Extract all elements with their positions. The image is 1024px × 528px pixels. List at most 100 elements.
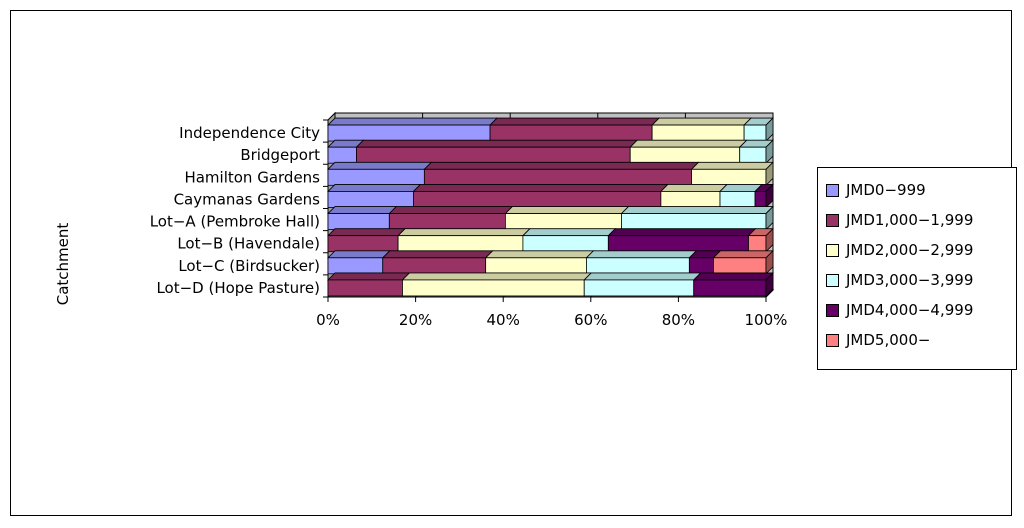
legend-item: JMD5,000− [826,329,930,351]
bar-front-face [327,279,403,297]
bar-segment [327,228,407,253]
bar-front-face [583,279,695,297]
bar-top-face [327,161,433,170]
gridline-floor [765,289,774,298]
bar-top-face [489,117,661,126]
bar-front-face [402,279,585,297]
bar-front-face [489,124,653,142]
bar-end-face [765,117,774,143]
bar-front-face [621,213,767,230]
bar-segment [327,184,422,208]
bar-front-face [688,257,714,275]
bar-front-face [327,124,491,142]
bar-front-face [327,146,357,164]
bar-segment [583,272,702,297]
bar-segment [690,161,774,186]
bar-front-face [719,191,756,208]
category-label: Bridgeport [240,146,320,164]
category-label: Lot−A (Pembroke Hall) [150,213,320,231]
bar-front-face [423,168,692,186]
category-label: Hamilton Gardens [184,168,320,186]
category-label: Lot−D (Hope Pasture) [156,279,320,297]
bar-top-face [327,250,391,259]
legend-label: JMD5,000− [846,331,931,349]
bar-segment [355,139,639,164]
bar-top-face [607,228,757,237]
legend-label: JMD4,000−4,999 [846,301,974,319]
x-tick-label: 0% [316,311,340,329]
bar-front-face [739,146,767,164]
bar-top-face [620,206,774,214]
category-label: Caymanas Gardens [174,190,321,208]
legend-swatch [826,183,839,197]
bar-segment [381,250,494,275]
bar-front-face [327,191,414,208]
bar-top-face [484,250,595,259]
legend: JMD0−999 JMD1,000−1,999 JMD2,000−2,999 JMD3… [817,167,1017,370]
bar-segment [712,250,774,275]
bar-front-face [691,168,767,186]
bar-segment [401,272,593,297]
legend-item: JMD4,000−4,999 [826,299,973,321]
bar-top-face [712,250,774,259]
bar-segment [692,272,774,297]
legend-swatch [826,333,839,347]
bar-segment [504,206,630,230]
bar-segment [412,184,669,208]
bar-front-face [607,235,749,253]
x-tick-label: 60% [574,311,607,329]
x-tick-label: 80% [662,311,695,329]
bar-front-face [413,191,662,208]
bar-front-face [356,146,631,164]
bar-front-face [485,257,587,275]
bar-segment [327,117,499,142]
legend-swatch [826,303,839,317]
bar-segment [607,228,757,253]
legend-swatch [826,273,839,287]
bar-segment [327,272,411,297]
legend-item: JMD3,000−3,999 [826,269,973,291]
legend-swatch [826,243,839,257]
bar-front-face [327,213,390,230]
bar-top-face [692,272,774,281]
bar-top-face [412,184,669,192]
bar-top-face [504,206,630,214]
x-tick-label: 100% [745,311,788,329]
bar-top-face [583,272,702,281]
bar-front-face [382,257,487,275]
bar-front-face [522,235,609,253]
bar-front-face [388,213,506,230]
bar-segment [327,206,398,230]
y-axis-label: Catchment [54,223,72,306]
bar-segment [719,184,764,208]
bar-top-face [355,139,639,148]
bar-segment [397,228,531,253]
legend-item: JMD0−999 [826,179,926,201]
bar-front-face [743,124,767,142]
bar-front-face [327,168,425,186]
bar-front-face [651,124,745,142]
bar-front-face [504,213,622,230]
category-label: Lot−B (Havendale) [177,235,320,253]
bar-top-face [397,228,531,237]
bar-segment [388,206,514,230]
bar-segment [651,117,753,142]
category-label: Lot−C (Birdsucker) [178,257,320,275]
bar-front-face [754,191,767,208]
legend-label: JMD0−999 [846,181,926,199]
bar-top-face [659,184,728,192]
bar-front-face [586,257,690,275]
bar-top-face [327,117,499,126]
bar-top-face [327,184,422,192]
bar-end-face [765,139,774,165]
legend-label: JMD2,000−2,999 [846,241,974,259]
bar-end-face [765,205,774,231]
category-label: Independence City [179,124,320,142]
bar-front-face [327,235,399,253]
legend-swatch [826,213,839,227]
bar-front-face [397,235,524,253]
bar-end-face [765,271,774,297]
bar-front-face [660,191,721,208]
x-tick-label: 40% [487,311,520,329]
